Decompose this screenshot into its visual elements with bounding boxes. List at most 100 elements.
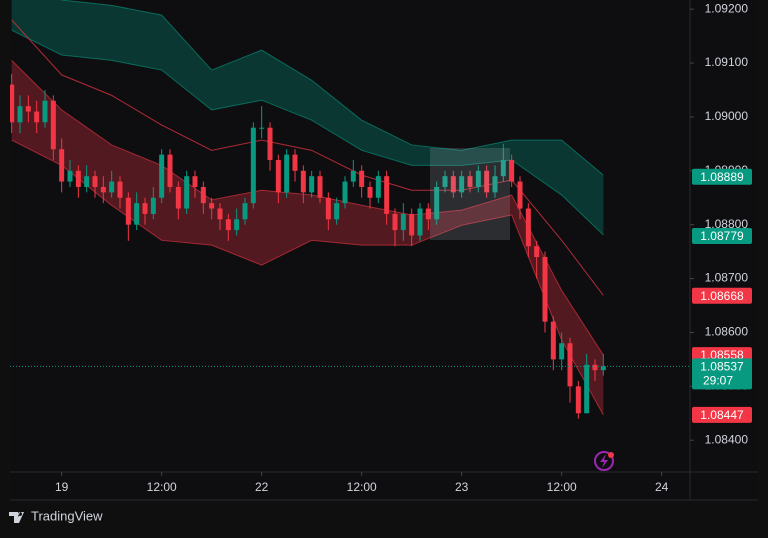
y-tick-label: 1.09100 [705,55,749,69]
candle-body [200,186,206,204]
last-price-label: 1.08537 [700,360,744,374]
candle-body [359,170,365,187]
band-fill [11,60,604,415]
candle-body [500,160,506,177]
candle-body [25,106,31,112]
brand: TradingView [31,508,103,523]
price-label-box [692,287,752,304]
candle-body [517,181,523,209]
candle-body [59,149,65,182]
price-label-box [692,406,752,423]
x-tick-label: 22 [255,480,269,494]
candle-body [384,176,390,214]
candle-body [575,386,581,414]
band-fill [11,0,604,235]
candle-body [117,181,123,198]
candle-body [242,203,248,220]
logo: TradingView [9,508,103,523]
candle-body [375,176,381,198]
logo-mark [9,512,24,523]
countdown: 29:07 [703,374,733,388]
session-highlight [430,148,510,240]
candle-body [184,176,190,209]
candle-body [34,111,40,123]
icon-ring [594,451,614,471]
price-label: 1.08889 [700,170,744,184]
candle-body [592,364,598,371]
candle-body [367,186,373,198]
candle-body [275,160,281,193]
candle-body [325,197,331,220]
candle-body [342,181,348,204]
x-tick-label: 12:00 [347,480,377,494]
y-tick-label: 1.09200 [705,1,749,15]
candle-body [234,219,240,231]
candle-body [159,154,165,198]
alert-icon [594,451,614,471]
candle-body [425,208,431,220]
candle-body [10,84,15,123]
candle-body [84,176,90,187]
y-tick-label: 1.08800 [705,217,749,231]
candle-body [42,100,48,123]
candle-body [17,106,23,123]
candle-body [434,186,440,220]
candle-body [475,170,481,187]
candle-body [584,364,590,414]
candle-body [559,343,565,360]
y-tick-label: 1.09000 [705,109,749,123]
candle-body [542,257,548,322]
candle-body [334,203,340,220]
candle-body [400,213,406,231]
candle-body [150,197,156,214]
candle-body [492,176,498,193]
candle-body [550,321,556,360]
candle-body [67,170,73,182]
candle-body [409,213,415,236]
candle-body [134,203,140,225]
candle-body [125,197,131,225]
candle-body [317,176,323,198]
band-upper [60,0,604,176]
candle-body [217,208,223,220]
candle-body [392,213,398,231]
candle-body [300,170,306,193]
y-tick-label: 1.08600 [705,325,749,339]
y-tick-label: 1.08400 [705,432,749,446]
icon-bolt [600,454,608,468]
candle-body [309,176,315,193]
candle-body [450,176,456,193]
price-label: 1.08668 [700,289,744,303]
candle-body [292,154,298,171]
candle-body [509,160,515,182]
candle-body [525,208,531,247]
x-tick-label: 24 [655,480,669,494]
candle-body [459,176,465,193]
candle-body [142,203,148,214]
candle-body [600,366,606,371]
candle-body [100,186,106,193]
y-tick-label: 1.08700 [705,271,749,285]
last-price-box [692,358,752,390]
candle-body [484,170,490,193]
candle-body [267,127,273,161]
plot-area [10,0,606,419]
candle-body [109,181,115,193]
chart-panel [10,0,758,500]
x-tick-label: 12:00 [547,480,577,494]
candle-body [92,176,98,187]
price-label: 1.08779 [700,229,744,243]
candle-body [284,154,290,193]
band-lower [11,139,604,416]
price-label-box [692,168,752,185]
candle-body [534,246,540,258]
candle-body [417,208,423,236]
x-tick-label: 19 [55,480,69,494]
candle-body [259,127,265,129]
candle-body [442,176,448,187]
price-label-box [692,228,752,244]
candle-body [50,100,56,150]
candle-body [75,170,81,187]
